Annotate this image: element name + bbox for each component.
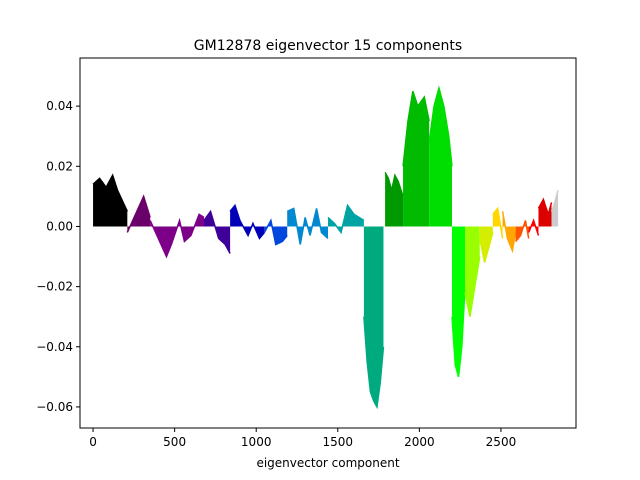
series-15-area: [492, 208, 503, 239]
series-16-line: [501, 211, 517, 254]
chart-title: GM12878 eigenvector 15 components: [194, 38, 462, 54]
series-5-line: [263, 218, 288, 246]
y-tick-label: −0.02: [36, 280, 73, 294]
series-0-area: [93, 175, 128, 227]
y-tick-label: −0.04: [36, 340, 73, 354]
y-axis: −0.06 −0.04 −0.02 0.00 0.02 0.04: [36, 99, 80, 414]
y-tick-label: −0.06: [36, 400, 73, 414]
series-14-line: [479, 232, 494, 263]
series-12-line: [451, 286, 466, 378]
series-11-line: [428, 85, 453, 167]
series-18-line: [527, 218, 540, 236]
series-9-area: [385, 172, 404, 227]
series-15-line: [492, 206, 504, 239]
series-20-area: [551, 190, 559, 227]
x-tick-label: 500: [163, 435, 186, 449]
series-7-line: [327, 203, 365, 235]
x-tick-label: 0: [89, 435, 97, 449]
y-tick-label: 0.00: [46, 219, 73, 233]
series-17-area: [515, 220, 529, 242]
series-10-line: [402, 90, 430, 167]
series-1-area: [127, 196, 151, 233]
series-6-line: [286, 207, 329, 245]
series-8-line: [363, 316, 385, 410]
series-3-line: [203, 209, 231, 254]
series-19-line: [537, 197, 553, 218]
x-axis: 0 500 1000 1500 2000 2500: [89, 428, 516, 449]
plot-area: [92, 85, 559, 410]
series-13-line: [464, 256, 481, 317]
series-4-area: [230, 205, 265, 239]
series-8-area: [363, 226, 384, 407]
series-4-line: [229, 203, 265, 240]
series-11-area: [429, 88, 452, 227]
y-tick-label: 0.02: [46, 159, 73, 173]
series-2-area: [150, 214, 204, 257]
series-19-area: [538, 199, 552, 227]
series-2-line: [149, 213, 205, 259]
series-20-line: [550, 190, 559, 212]
x-tick-label: 2000: [404, 435, 435, 449]
series-5-area: [264, 220, 288, 245]
series-9-line: [384, 171, 404, 197]
x-tick-label: 1500: [323, 435, 354, 449]
x-axis-label: eigenvector component: [256, 456, 399, 470]
series-7-area: [328, 205, 364, 233]
series-10-area: [403, 91, 430, 227]
series-13-area: [465, 226, 480, 317]
series-1-line: [126, 194, 151, 233]
x-tick-label: 1000: [241, 435, 272, 449]
series-17-line: [515, 220, 530, 242]
series-16-area: [502, 211, 516, 251]
y-tick-label: 0.04: [46, 99, 73, 113]
axes-frame: [79, 57, 577, 429]
series-0-line: [92, 173, 129, 212]
x-tick-label: 2500: [486, 435, 517, 449]
